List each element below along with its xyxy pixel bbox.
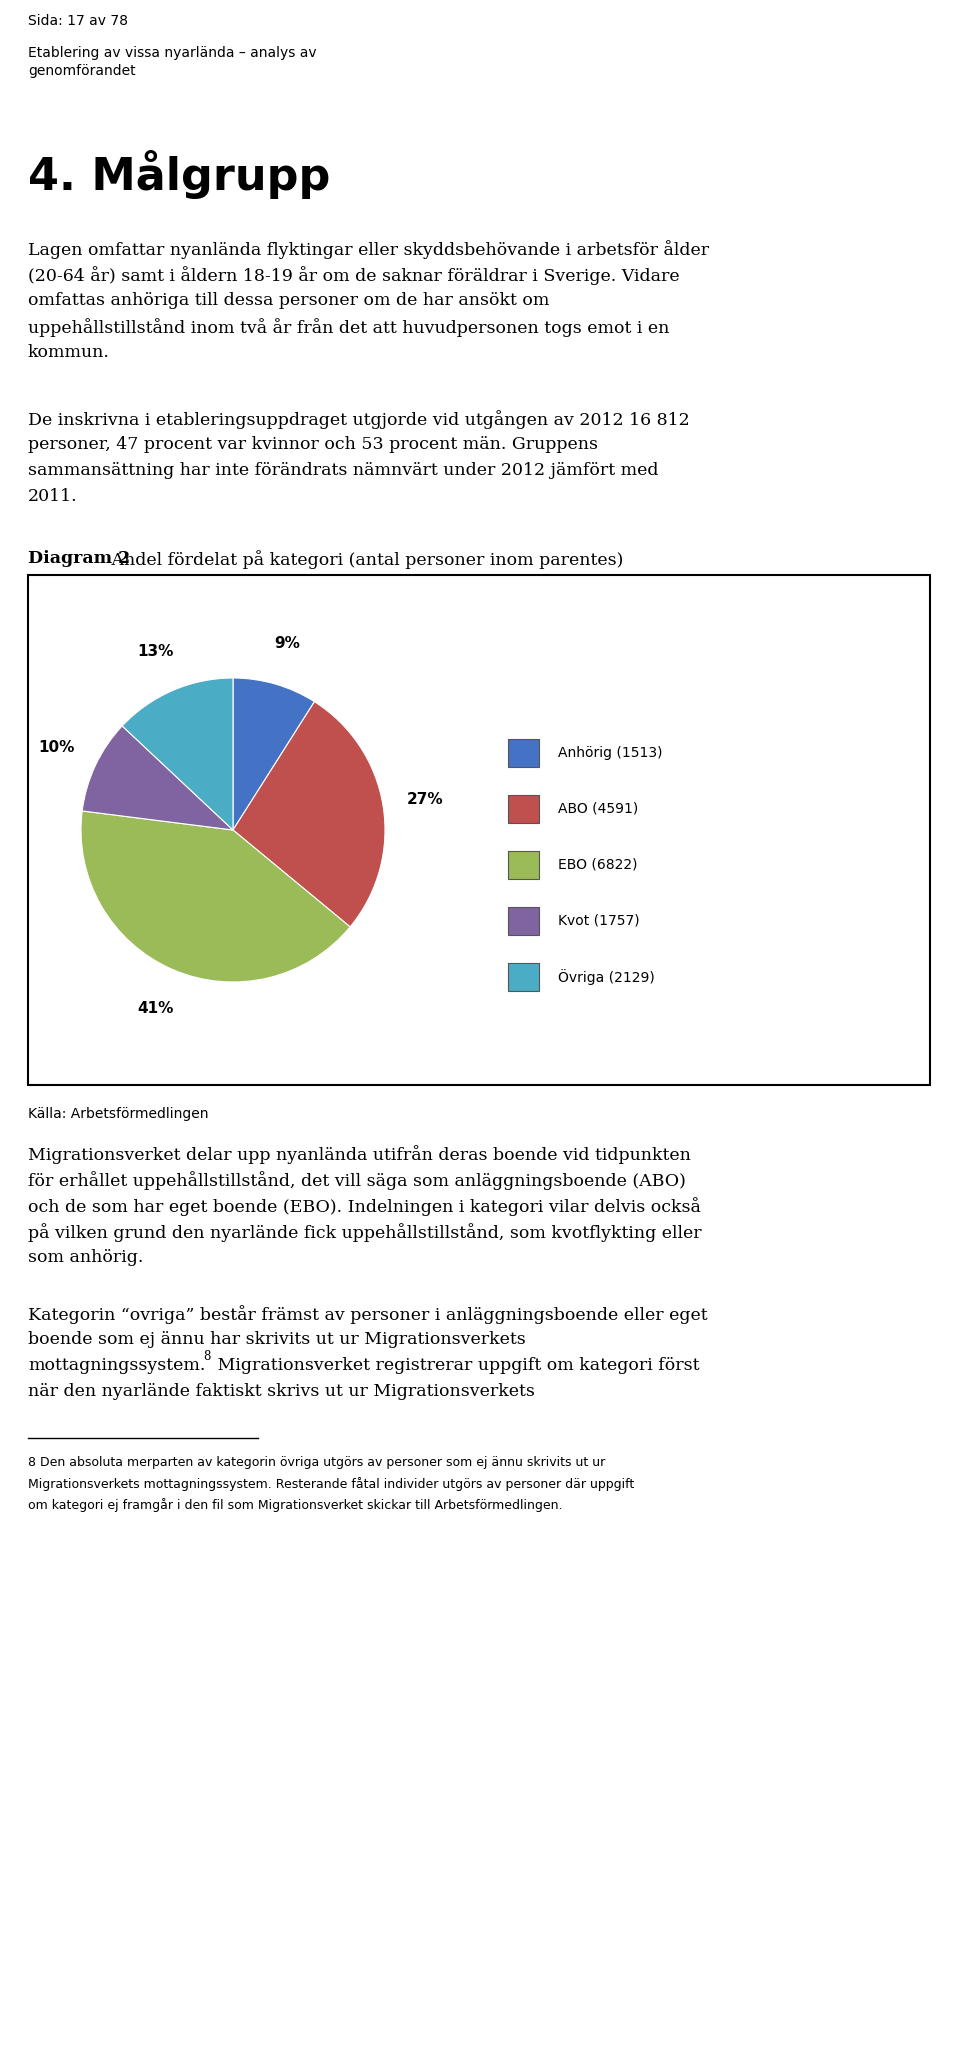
Text: Etablering av vissa nyarlända – analys av: Etablering av vissa nyarlända – analys a… [28, 45, 317, 60]
Wedge shape [122, 678, 233, 830]
FancyBboxPatch shape [508, 906, 539, 935]
Text: Migrationsverkets mottagningssystem. Resterande fåtal individer utgörs av person: Migrationsverkets mottagningssystem. Res… [28, 1477, 635, 1491]
Text: Diagram 2: Diagram 2 [28, 550, 131, 566]
Text: 2011.: 2011. [28, 488, 78, 505]
Text: Migrationsverket registrerar uppgift om kategori först: Migrationsverket registrerar uppgift om … [212, 1358, 700, 1374]
Wedge shape [233, 678, 315, 830]
FancyBboxPatch shape [508, 795, 539, 824]
Text: 13%: 13% [137, 645, 174, 659]
Text: 8 Den absoluta merparten av kategorin övriga utgörs av personer som ej ännu skri: 8 Den absoluta merparten av kategorin öv… [28, 1456, 605, 1469]
Text: 9%: 9% [275, 637, 300, 651]
Text: ABO (4591): ABO (4591) [558, 801, 637, 816]
FancyBboxPatch shape [508, 962, 539, 991]
Text: uppehållstillstånd inom två år från det att huvudpersonen togs emot i en: uppehållstillstånd inom två år från det … [28, 317, 669, 338]
Text: EBO (6822): EBO (6822) [558, 859, 637, 871]
Text: som anhörig.: som anhörig. [28, 1248, 143, 1267]
Text: (20-64 år) samt i åldern 18-19 år om de saknar föräldrar i Sverige. Vidare: (20-64 år) samt i åldern 18-19 år om de … [28, 266, 680, 284]
Text: för erhållet uppehållstillstånd, det vill säga som anläggningsboende (ABO): för erhållet uppehållstillstånd, det vil… [28, 1170, 685, 1191]
FancyBboxPatch shape [508, 851, 539, 880]
Text: Källa: Arbetsförmedlingen: Källa: Arbetsförmedlingen [28, 1106, 208, 1121]
Text: 27%: 27% [407, 791, 444, 808]
Text: personer, 47 procent var kvinnor och 53 procent män. Gruppens: personer, 47 procent var kvinnor och 53 … [28, 437, 598, 453]
Wedge shape [233, 702, 385, 927]
Text: Anhörig (1513): Anhörig (1513) [558, 746, 662, 760]
Text: 41%: 41% [137, 1001, 174, 1016]
Text: Kvot (1757): Kvot (1757) [558, 915, 639, 927]
Wedge shape [81, 812, 350, 983]
Text: Kategorin “ovriga” består främst av personer i anläggningsboende eller eget: Kategorin “ovriga” består främst av pers… [28, 1304, 708, 1325]
Text: och de som har eget boende (EBO). Indelningen i kategori vilar delvis också: och de som har eget boende (EBO). Indeln… [28, 1197, 701, 1215]
Text: när den nyarlände faktiskt skrivs ut ur Migrationsverkets: när den nyarlände faktiskt skrivs ut ur … [28, 1382, 535, 1401]
Text: Övriga (2129): Övriga (2129) [558, 968, 655, 985]
Text: omfattas anhöriga till dessa personer om de har ansökt om: omfattas anhöriga till dessa personer om… [28, 293, 549, 309]
Text: Sida: 17 av 78: Sida: 17 av 78 [28, 14, 128, 29]
Text: på vilken grund den nyarlände fick uppehållstillstånd, som kvotflykting eller: på vilken grund den nyarlände fick uppeh… [28, 1224, 702, 1242]
Text: Lagen omfattar nyanlända flyktingar eller skyddsbehövande i arbetsför ålder: Lagen omfattar nyanlända flyktingar elle… [28, 241, 709, 260]
FancyBboxPatch shape [508, 740, 539, 766]
Text: sammansättning har inte förändrats nämnvärt under 2012 jämfört med: sammansättning har inte förändrats nämnv… [28, 461, 659, 480]
Text: Migrationsverket delar upp nyanlända utifrån deras boende vid tidpunkten: Migrationsverket delar upp nyanlända uti… [28, 1145, 691, 1164]
Wedge shape [83, 725, 233, 830]
Text: 8: 8 [203, 1349, 210, 1364]
Text: mottagningssystem.: mottagningssystem. [28, 1358, 205, 1374]
Text: kommun.: kommun. [28, 344, 109, 360]
Text: boende som ej ännu har skrivits ut ur Migrationsverkets: boende som ej ännu har skrivits ut ur Mi… [28, 1331, 526, 1347]
Text: 10%: 10% [38, 740, 75, 754]
Text: Andel fördelat på kategori (antal personer inom parentes): Andel fördelat på kategori (antal person… [106, 550, 623, 569]
Text: 4. Målgrupp: 4. Målgrupp [28, 150, 330, 200]
Text: De inskrivna i etableringsuppdraget utgjorde vid utgången av 2012 16 812: De inskrivna i etableringsuppdraget utgj… [28, 410, 689, 428]
Bar [28, 575, 930, 1086]
Text: om kategori ej framgår i den fil som Migrationsverket skickar till Arbetsförmedl: om kategori ej framgår i den fil som Mig… [28, 1498, 563, 1512]
Text: genomförandet: genomförandet [28, 64, 135, 78]
